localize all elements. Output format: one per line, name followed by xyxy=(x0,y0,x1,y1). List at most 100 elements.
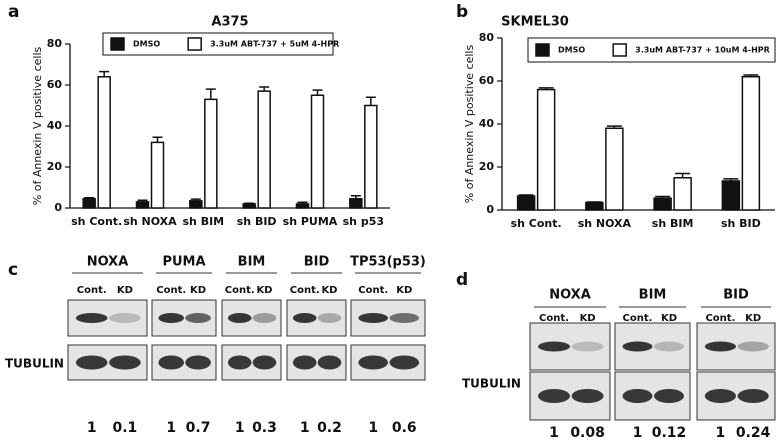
quantification: 1 xyxy=(166,420,176,436)
panel-label: b xyxy=(456,2,468,22)
chart-title: A375 xyxy=(211,15,248,30)
y-tick-label: 0 xyxy=(486,203,494,216)
protein-band xyxy=(292,313,317,323)
bar xyxy=(585,201,604,211)
x-tick-label: sh BIM xyxy=(652,217,694,230)
protein-band xyxy=(622,341,653,352)
legend-label: DMSO xyxy=(558,46,585,55)
x-tick-label: sh BID xyxy=(721,217,761,230)
quantification: 1 xyxy=(235,420,245,436)
lane-label: Cont. xyxy=(225,285,255,296)
y-tick-label: 40 xyxy=(479,117,495,130)
protein-label: BIM xyxy=(639,288,667,303)
lane-label: KD xyxy=(580,313,596,324)
protein-band xyxy=(654,341,684,352)
x-tick-label: sh NOXA xyxy=(578,217,632,230)
error-bar xyxy=(244,202,255,205)
x-tick-label: sh BIM xyxy=(183,215,225,228)
protein-band xyxy=(227,313,252,323)
error-bar xyxy=(723,178,739,181)
quantification: 1 xyxy=(300,420,310,436)
panel-label: a xyxy=(8,2,19,22)
y-tick-label: 80 xyxy=(47,37,63,50)
error-bar xyxy=(675,172,691,178)
bar xyxy=(189,200,203,209)
protein-label: BID xyxy=(723,288,749,303)
lane-label: Cont. xyxy=(358,285,388,296)
lane-label: Cont. xyxy=(77,285,107,296)
protein-label: TP53(p53) xyxy=(350,255,426,270)
tubulin-band xyxy=(227,355,252,370)
protein-label: NOXA xyxy=(87,255,129,270)
quantification: 0.7 xyxy=(186,420,211,436)
quantification: 0.24 xyxy=(736,425,771,441)
protein-label: BIM xyxy=(238,255,266,270)
protein-band xyxy=(538,341,570,352)
y-tick-label: 60 xyxy=(479,74,495,87)
tubulin-band xyxy=(571,389,604,403)
legend-swatch xyxy=(187,37,202,51)
chart-title: SKMEL30 xyxy=(501,15,569,30)
x-tick-label: sh Cont. xyxy=(511,217,562,230)
bar xyxy=(364,104,378,209)
quantification: 0.12 xyxy=(652,425,687,441)
tubulin-band xyxy=(389,355,420,370)
quantification: 1 xyxy=(368,420,378,436)
protein-band xyxy=(389,313,420,323)
x-tick-label: sh PUMA xyxy=(283,215,338,228)
quantification: 0.08 xyxy=(570,425,605,441)
tubulin-band xyxy=(109,355,141,370)
panel-label: c xyxy=(8,260,18,280)
quantification: 0.1 xyxy=(112,420,137,436)
tubulin-band xyxy=(737,389,769,403)
quantification: 1 xyxy=(633,425,643,441)
lane-label: KD xyxy=(661,313,677,324)
x-tick-label: sh NOXA xyxy=(123,215,177,228)
bar xyxy=(257,90,271,209)
tubulin-band xyxy=(252,355,277,370)
y-axis-label: % of Annexin V positive cells xyxy=(31,47,44,206)
bar xyxy=(310,94,325,209)
tubulin-band xyxy=(358,355,389,370)
quantification: 0.6 xyxy=(392,420,417,436)
protein-band xyxy=(358,313,389,323)
y-axis-label: % of Annexin V positive cells xyxy=(463,45,476,204)
legend-box xyxy=(527,37,776,63)
error-bar xyxy=(365,96,376,106)
legend-label: DMSO xyxy=(133,40,160,49)
y-tick-label: 80 xyxy=(479,31,495,44)
bar xyxy=(135,201,150,209)
bar xyxy=(653,197,672,211)
protein-band xyxy=(737,341,769,352)
lane-label: Cont. xyxy=(290,285,320,296)
error-bar xyxy=(606,125,622,129)
lane-label: Cont. xyxy=(623,313,653,324)
y-tick-label: 60 xyxy=(47,78,63,91)
tubulin-band xyxy=(317,355,342,370)
protein-band xyxy=(158,313,184,323)
error-bar xyxy=(518,194,534,197)
tubulin-band xyxy=(538,389,570,403)
y-tick-label: 0 xyxy=(54,201,62,214)
protein-band xyxy=(571,341,604,352)
error-bar xyxy=(743,74,759,77)
quantification: 1 xyxy=(87,420,97,436)
lane-label: KD xyxy=(256,285,272,296)
error-bar xyxy=(205,88,216,100)
bar xyxy=(721,180,741,211)
tubulin-band xyxy=(185,355,211,370)
tubulin-band xyxy=(75,355,108,370)
bar xyxy=(295,203,310,209)
x-tick-label: sh Cont. xyxy=(71,215,122,228)
lane-label: KD xyxy=(321,285,337,296)
bar xyxy=(536,88,556,211)
error-bar xyxy=(99,70,110,77)
bar xyxy=(349,198,363,209)
legend-swatch xyxy=(612,43,627,57)
lane-label: KD xyxy=(190,285,206,296)
error-bar xyxy=(137,199,148,202)
protein-band xyxy=(317,313,342,323)
error-bar xyxy=(538,87,554,90)
bar xyxy=(242,203,256,209)
